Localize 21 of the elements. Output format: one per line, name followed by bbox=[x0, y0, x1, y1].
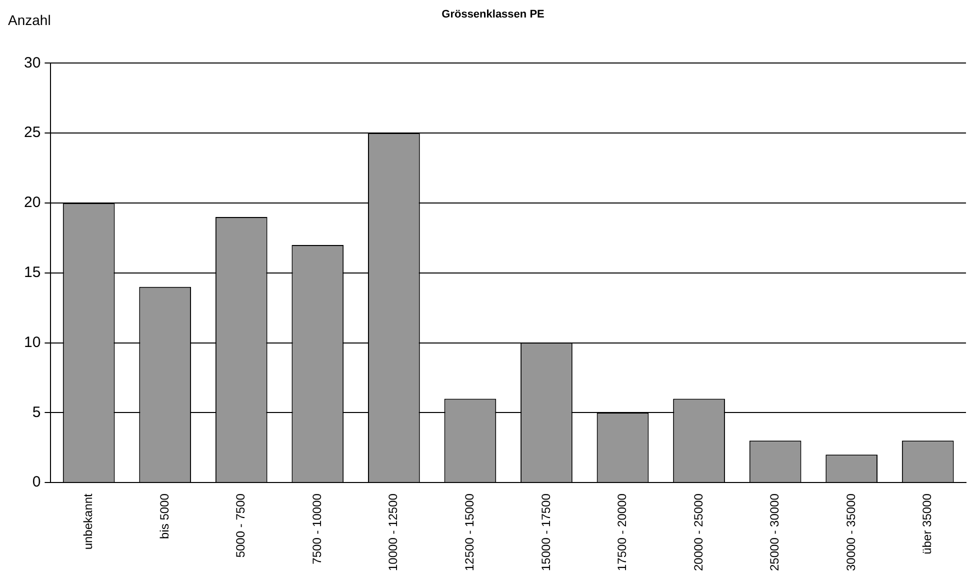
x-tick-label: 10000 - 12500 bbox=[386, 493, 400, 572]
x-tick-label: 25000 - 30000 bbox=[768, 493, 782, 572]
x-tick-label: 20000 - 25000 bbox=[691, 493, 706, 572]
x-tick-label: unbekannt bbox=[81, 492, 96, 550]
x-tick-label: 7500 - 10000 bbox=[310, 493, 324, 564]
y-tick-label: 15 bbox=[24, 264, 41, 282]
x-tick-label: 5000 - 7500 bbox=[234, 493, 248, 558]
y-tick-label: 25 bbox=[24, 124, 41, 142]
y-tick-label: 30 bbox=[24, 54, 41, 72]
x-tick-label: über 35000 bbox=[920, 493, 934, 554]
x-tick-label: 17500 - 20000 bbox=[615, 493, 630, 572]
y-tick-label: 0 bbox=[32, 474, 41, 491]
x-tick-label: 30000 - 35000 bbox=[844, 493, 858, 572]
y-tick-label: 20 bbox=[24, 194, 41, 212]
chart-title: Grössenklassen PE bbox=[442, 8, 544, 21]
y-tick-label: 10 bbox=[24, 334, 41, 351]
y-axis-title: Anzahl bbox=[8, 12, 51, 28]
x-tick-label: 15000 - 17500 bbox=[538, 493, 553, 572]
y-tick-label: 5 bbox=[32, 404, 41, 421]
x-tick-label: 12500 - 15000 bbox=[462, 493, 477, 572]
x-tick-label: bis 5000 bbox=[157, 493, 172, 539]
